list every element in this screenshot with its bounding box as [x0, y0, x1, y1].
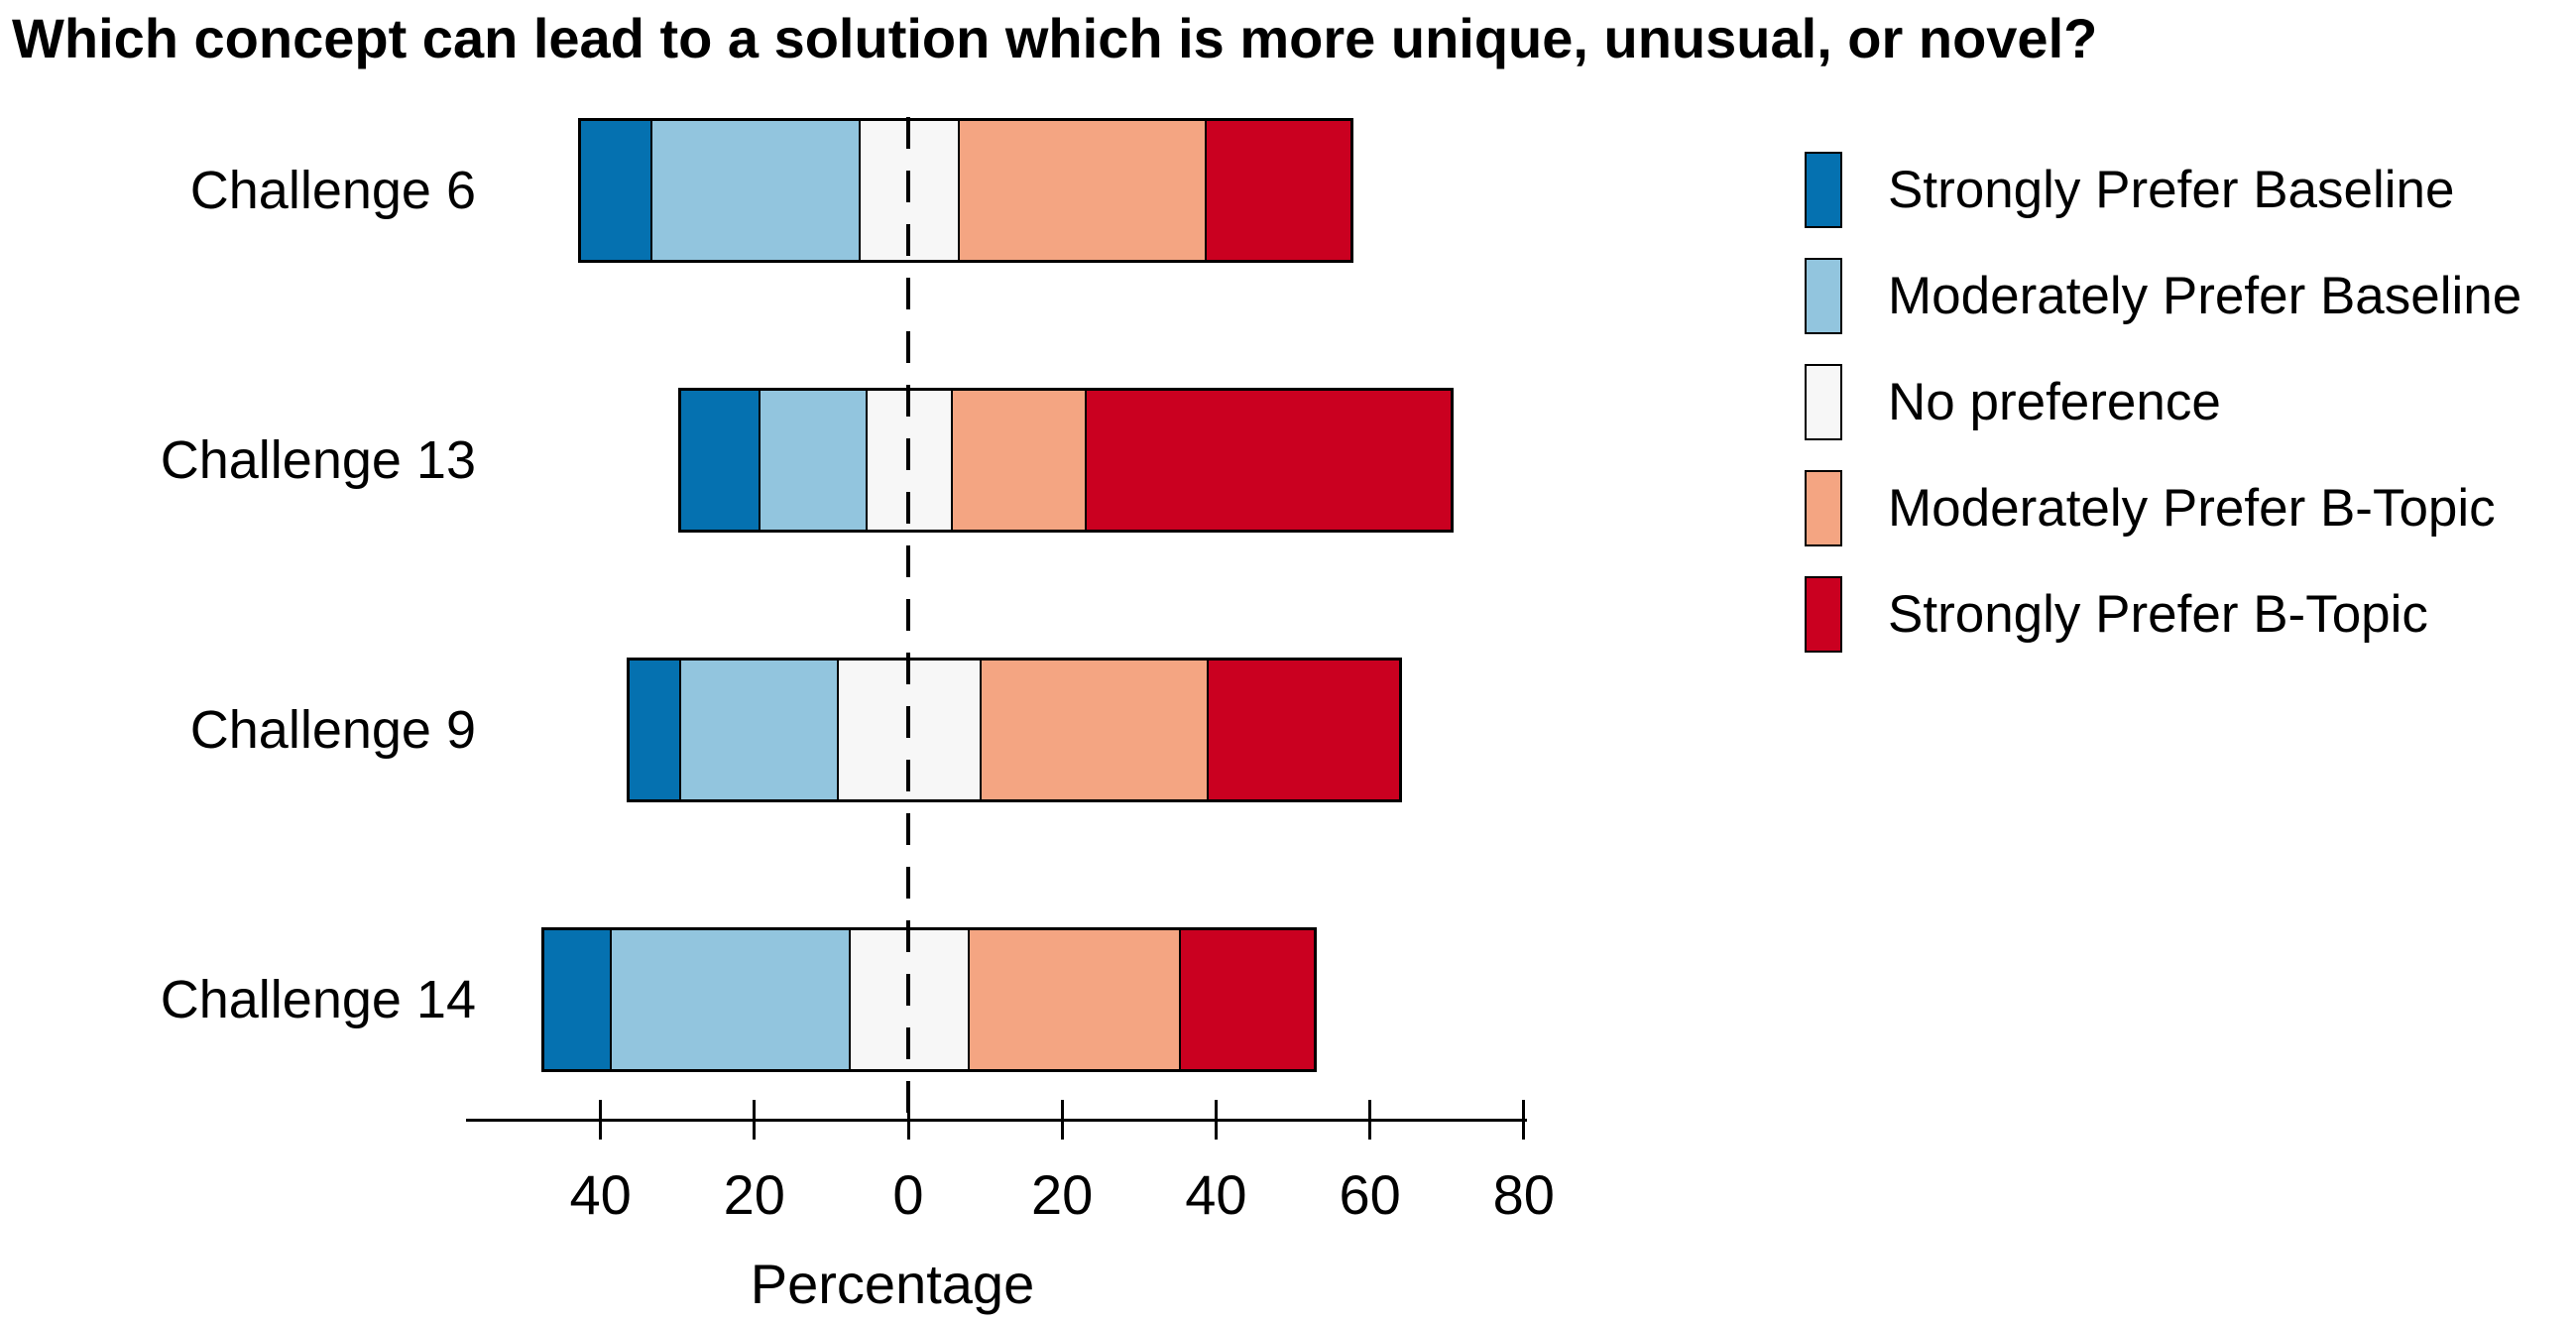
legend-swatch-moderately-prefer-baseline: [1805, 258, 1842, 334]
x-axis-tick-label: 40: [569, 1163, 632, 1226]
bar-row: [541, 927, 1318, 1072]
legend-swatch-moderately-prefer-b-topic: [1805, 470, 1842, 546]
bar-segment-strongly-prefer-b-topic: [1204, 121, 1351, 260]
legend-label: Strongly Prefer Baseline: [1888, 161, 2455, 219]
legend: Strongly Prefer Baseline Moderately Prefe…: [1805, 152, 2521, 682]
row-label-3: Challenge 9: [189, 700, 476, 760]
bar-segment-strongly-prefer-baseline: [629, 661, 680, 799]
legend-label: No preference: [1888, 373, 2221, 431]
x-axis-tick: [1060, 1100, 1064, 1140]
row-label-1: Challenge 6: [189, 161, 476, 220]
x-axis-tick: [599, 1100, 603, 1140]
legend-item: Strongly Prefer B-Topic: [1805, 576, 2521, 653]
x-axis-tick-label: 20: [1031, 1163, 1094, 1226]
legend-item: Strongly Prefer Baseline: [1805, 152, 2521, 228]
x-axis-line: [466, 1118, 1527, 1122]
x-axis-tick: [1522, 1100, 1526, 1140]
row-label-4: Challenge 14: [160, 970, 476, 1029]
x-axis-tick: [1368, 1100, 1372, 1140]
bar-segment-moderately-prefer-baseline: [610, 930, 849, 1069]
bar-segment-moderately-prefer-b-topic: [950, 391, 1086, 530]
row-label-2: Challenge 13: [160, 430, 476, 490]
legend-item: Moderately Prefer Baseline: [1805, 258, 2521, 334]
chart-title: Which concept can lead to a solution whi…: [12, 7, 2098, 69]
bar-segment-strongly-prefer-baseline: [681, 391, 759, 530]
legend-label: Moderately Prefer B-Topic: [1888, 479, 2496, 538]
zero-reference-line: [906, 117, 910, 1120]
bar-row: [626, 658, 1402, 802]
legend-label: Strongly Prefer B-Topic: [1888, 585, 2428, 644]
bar-segment-moderately-prefer-b-topic: [958, 121, 1205, 260]
x-axis-tick-label: 80: [1492, 1163, 1555, 1226]
x-axis-tick-label: 60: [1339, 1163, 1401, 1226]
bar-segment-strongly-prefer-baseline: [581, 121, 651, 260]
bar-segment-strongly-prefer-baseline: [544, 930, 611, 1069]
bar-segment-moderately-prefer-baseline: [679, 661, 838, 799]
x-axis-tick-label: 40: [1185, 1163, 1247, 1226]
legend-swatch-strongly-prefer-b-topic: [1805, 576, 1842, 653]
bar-row: [578, 118, 1354, 263]
x-axis-tick: [753, 1100, 757, 1140]
bar-segment-strongly-prefer-b-topic: [1206, 661, 1399, 799]
legend-swatch-strongly-prefer-baseline: [1805, 152, 1842, 228]
x-axis-tick: [906, 1100, 910, 1140]
bar-segment-moderately-prefer-b-topic: [979, 661, 1207, 799]
legend-label: Moderately Prefer Baseline: [1888, 267, 2522, 325]
bar-segment-moderately-prefer-baseline: [758, 391, 867, 530]
x-axis-title: Percentage: [750, 1253, 1035, 1315]
bar-segment-moderately-prefer-baseline: [650, 121, 859, 260]
bar-segment-moderately-prefer-b-topic: [968, 930, 1180, 1069]
legend-swatch-no-preference: [1805, 364, 1842, 440]
x-axis-tick: [1214, 1100, 1218, 1140]
x-axis-tick-label: 20: [723, 1163, 785, 1226]
legend-item: No preference: [1805, 364, 2521, 440]
bar-segment-strongly-prefer-b-topic: [1179, 930, 1315, 1069]
x-axis-tick-label: 0: [892, 1163, 924, 1226]
bar-row: [678, 388, 1455, 533]
bar-segment-strongly-prefer-b-topic: [1085, 391, 1452, 530]
legend-item: Moderately Prefer B-Topic: [1805, 470, 2521, 546]
